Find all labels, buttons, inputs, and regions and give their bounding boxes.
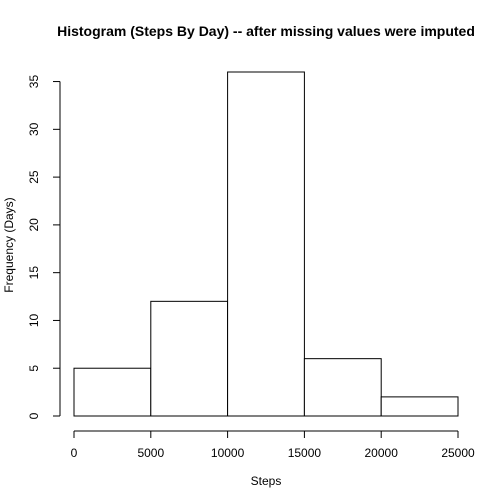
y-tick-label-7: 35 bbox=[27, 75, 41, 89]
y-tick-label-2: 10 bbox=[27, 313, 41, 327]
bars-group bbox=[73, 71, 459, 417]
chart-title: Histogram (Steps By Day) -- after missin… bbox=[57, 23, 475, 39]
y-tick-label-4: 20 bbox=[27, 218, 41, 232]
histogram-bar-2 bbox=[227, 71, 305, 417]
histogram-bar-0 bbox=[73, 367, 152, 417]
y-tick-label-1: 5 bbox=[27, 365, 41, 372]
x-tick-label-1: 5000 bbox=[137, 446, 164, 460]
x-tick-label-2: 10000 bbox=[211, 446, 245, 460]
y-axis-label: Frequency (Days) bbox=[2, 197, 16, 292]
y-tick-label-0: 0 bbox=[27, 412, 41, 419]
x-tick-label-0: 0 bbox=[71, 446, 78, 460]
x-tick-label-5: 25000 bbox=[441, 446, 475, 460]
x-axis: 0 5000 10000 15000 20000 25000 bbox=[71, 430, 475, 460]
y-tick-label-3: 15 bbox=[27, 266, 41, 280]
histogram-bar-1 bbox=[150, 300, 229, 417]
y-tick-label-5: 25 bbox=[27, 170, 41, 184]
y-tick-label-6: 30 bbox=[27, 122, 41, 136]
histogram-bar-4 bbox=[380, 396, 459, 417]
histogram-bar-3 bbox=[303, 358, 382, 417]
y-axis: 0 5 10 15 20 25 30 35 bbox=[27, 75, 61, 419]
x-axis-label: Steps bbox=[251, 474, 282, 488]
x-tick-label-3: 15000 bbox=[288, 446, 322, 460]
x-tick-label-4: 20000 bbox=[365, 446, 399, 460]
